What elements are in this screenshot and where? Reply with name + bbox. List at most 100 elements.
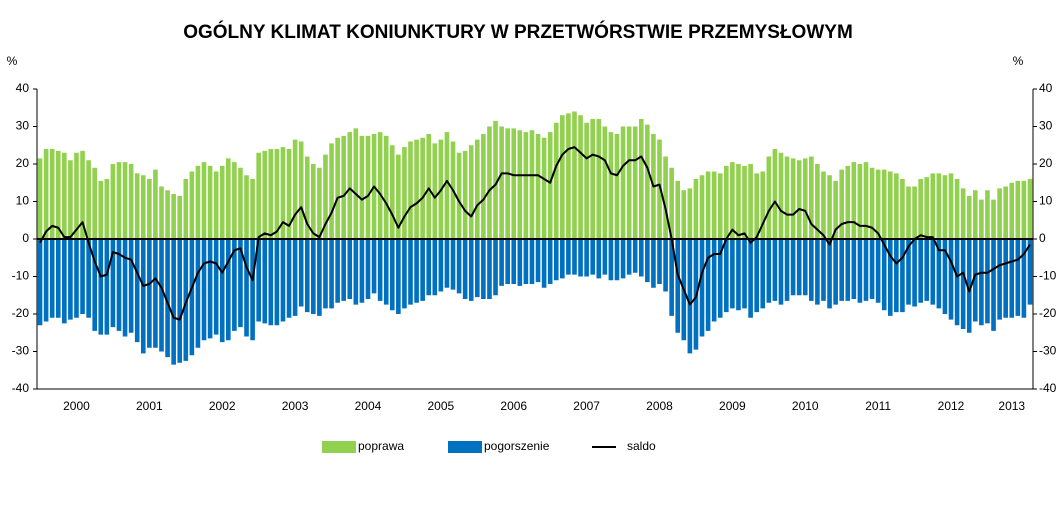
bar	[383, 135, 389, 239]
x-tick-label: 2013	[998, 399, 1025, 413]
bar	[98, 239, 104, 335]
bar	[839, 239, 845, 301]
bar	[651, 239, 656, 288]
bar	[717, 173, 723, 239]
bar	[875, 239, 881, 303]
x-tick-label: 2004	[355, 399, 382, 413]
bar	[784, 239, 790, 301]
bar	[1021, 239, 1027, 318]
bar	[936, 173, 942, 239]
bar	[523, 239, 529, 284]
bar	[292, 239, 298, 316]
bar	[839, 169, 845, 239]
bar	[201, 162, 207, 239]
bar	[92, 167, 98, 239]
x-tick-label: 2000	[63, 399, 90, 413]
bar	[979, 239, 984, 326]
bar	[596, 119, 602, 239]
bar	[347, 132, 353, 239]
bar	[723, 165, 729, 239]
bar	[268, 239, 274, 326]
bar	[128, 239, 134, 333]
bar	[110, 239, 116, 328]
y2-tick-label: 20	[1039, 156, 1053, 170]
x-tick-label: 2012	[938, 399, 965, 413]
bar	[566, 113, 571, 239]
bar	[371, 239, 377, 294]
bar	[250, 239, 255, 341]
bar	[280, 147, 286, 239]
bar	[377, 132, 383, 239]
bar	[778, 239, 784, 305]
bar	[669, 239, 674, 316]
y-tick-label: 20	[16, 156, 30, 170]
bar	[1009, 239, 1015, 318]
bar	[487, 126, 492, 239]
bar	[754, 239, 759, 313]
bar	[225, 158, 231, 239]
bar	[997, 188, 1002, 239]
bar	[778, 152, 784, 239]
bar	[560, 239, 565, 279]
legend-swatch	[448, 441, 482, 453]
bar	[608, 132, 614, 239]
bar	[869, 167, 875, 239]
legend-swatch	[322, 441, 356, 453]
bar	[165, 239, 170, 358]
bar	[80, 239, 85, 314]
bar	[104, 239, 110, 335]
bar	[632, 239, 638, 273]
bar	[918, 239, 923, 303]
bar	[547, 239, 553, 284]
bar	[645, 124, 650, 239]
bar	[900, 179, 905, 239]
bar	[790, 158, 796, 239]
bar	[687, 239, 693, 354]
bar	[723, 239, 729, 313]
bar	[863, 239, 869, 301]
bar	[1009, 182, 1015, 239]
bar	[377, 239, 383, 301]
bar	[869, 239, 875, 299]
bar	[535, 239, 541, 283]
bar	[274, 149, 280, 239]
bar	[225, 239, 231, 341]
bar	[517, 130, 523, 239]
x-tick-label: 2010	[792, 399, 819, 413]
y-tick-label: 40	[16, 81, 30, 95]
bar	[323, 154, 328, 239]
bar	[675, 180, 681, 239]
bar	[207, 165, 213, 239]
bar	[128, 164, 134, 239]
bar	[74, 239, 79, 318]
bar	[298, 141, 304, 239]
bar	[657, 239, 662, 284]
bar	[396, 154, 401, 239]
bar	[687, 188, 693, 239]
bar	[140, 175, 146, 239]
bar	[438, 239, 444, 292]
bar	[948, 173, 954, 239]
bar	[450, 239, 456, 290]
bar	[432, 143, 438, 239]
bar	[250, 179, 255, 239]
bar	[717, 239, 723, 318]
bar	[183, 239, 189, 361]
bar	[92, 239, 98, 331]
bar	[474, 239, 480, 298]
bar	[402, 147, 407, 239]
bar	[389, 239, 395, 311]
bar	[474, 139, 480, 239]
bar	[456, 152, 462, 239]
bar	[626, 126, 632, 239]
bar	[244, 175, 249, 239]
bar	[189, 171, 195, 239]
bar	[304, 239, 310, 313]
bar	[49, 239, 55, 318]
bar	[238, 239, 243, 328]
bar	[1021, 180, 1027, 239]
bar	[760, 239, 766, 309]
bar	[171, 194, 176, 239]
bar	[43, 149, 49, 239]
bar	[711, 171, 717, 239]
